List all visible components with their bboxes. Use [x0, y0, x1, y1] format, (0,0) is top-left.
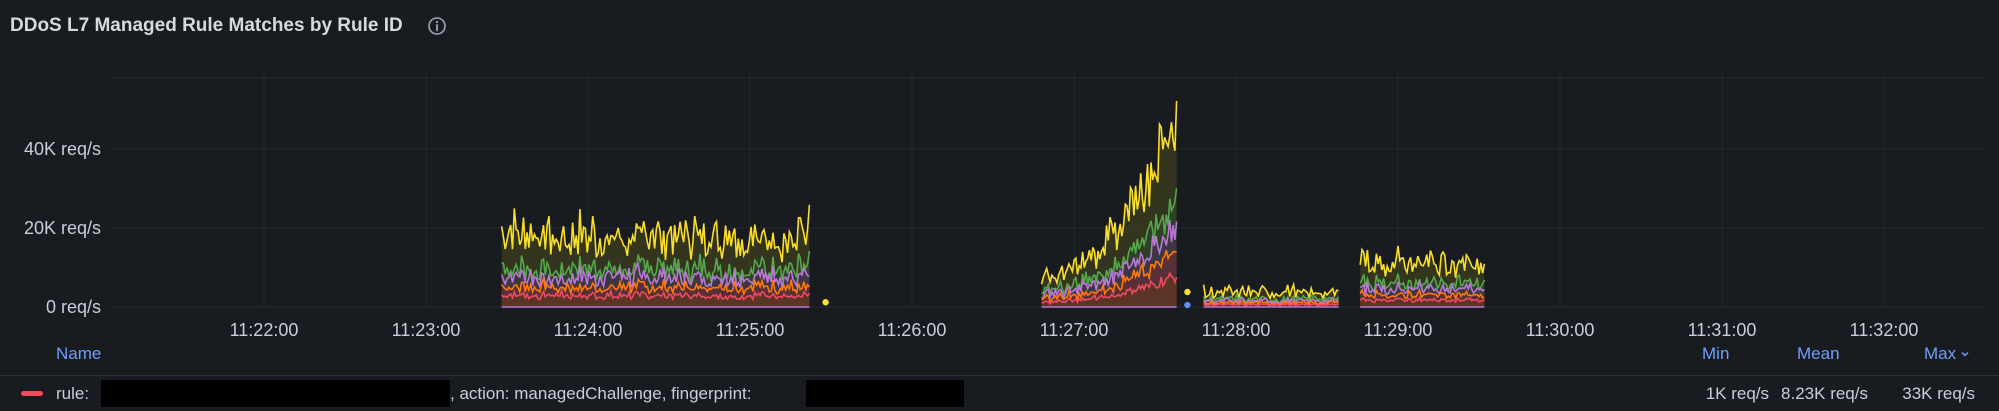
- x-tick-label: 11:23:00: [392, 320, 461, 340]
- legend-stat-min: 1K req/s: [1705, 384, 1769, 403]
- chevron-down-icon: [1960, 344, 1970, 363]
- series-area: [1360, 297, 1485, 307]
- series-line: [500, 204, 811, 263]
- x-tick-label: 11:29:00: [1364, 320, 1433, 340]
- legend-stat-max: 33K req/s: [1902, 384, 1975, 403]
- series-area: [1041, 273, 1177, 307]
- legend-stat-mean: 8.23K req/s: [1781, 384, 1868, 403]
- series-line: [501, 287, 811, 302]
- legend-label-action: , action: managedChallenge, fingerprint:: [450, 384, 752, 403]
- series-line: [1359, 278, 1485, 296]
- legend-header: Name Min Mean Max: [0, 344, 1999, 372]
- time-series-chart[interactable]: 0 req/s 20K req/s 40K req/s 11:22:00 11:23:…: [0, 0, 1999, 340]
- data-point: [1184, 301, 1191, 309]
- y-axis: 0 req/s 20K req/s 40K req/s: [24, 139, 101, 317]
- x-tick-label: 11:28:00: [1202, 320, 1271, 340]
- x-tick-label: 11:31:00: [1688, 320, 1757, 340]
- series-line: [1041, 220, 1178, 301]
- series-line: [1202, 281, 1339, 301]
- series-line: [500, 262, 810, 290]
- legend-series-swatch: [21, 391, 43, 396]
- legend-row[interactable]: rule: , action: managedChallenge, finger…: [0, 378, 1999, 408]
- series-line: [1040, 100, 1178, 286]
- data-point: [822, 299, 829, 306]
- data-point: [1184, 288, 1191, 296]
- series-line: [1359, 245, 1486, 278]
- legend-label-rule: rule:: [56, 384, 90, 403]
- redacted-rule-id: [101, 380, 450, 407]
- chart-series: [500, 100, 1486, 309]
- x-tick-label: 11:27:00: [1040, 320, 1109, 340]
- series-line: [1203, 296, 1339, 306]
- legend-column-mean[interactable]: Mean: [1797, 344, 1840, 363]
- series-area: [501, 290, 810, 307]
- series-line: [1202, 299, 1339, 307]
- series-line: [1041, 271, 1178, 306]
- y-tick-label: 40K req/s: [24, 139, 101, 159]
- series-line: [1203, 302, 1339, 307]
- panel-title: DDoS L7 Managed Rule Matches by Rule ID: [10, 15, 403, 36]
- x-tick-label: 11:30:00: [1526, 320, 1595, 340]
- y-tick-label: 0 req/s: [46, 297, 101, 317]
- series-line: [1359, 288, 1485, 301]
- series-line: [1359, 295, 1485, 304]
- panel-header: DDoS L7 Managed Rule Matches by Rule ID: [10, 10, 447, 42]
- y-tick-label: 20K req/s: [24, 218, 101, 238]
- redacted-fingerprint: [806, 380, 964, 407]
- info-circle-icon[interactable]: [427, 16, 447, 36]
- x-tick-label: 11:32:00: [1850, 320, 1919, 340]
- series-line: [1041, 249, 1177, 304]
- x-tick-label: 11:25:00: [716, 320, 785, 340]
- x-axis: 11:22:00 11:23:00 11:24:00 11:25:00 11:26:00…: [230, 320, 1919, 340]
- x-tick-label: 11:22:00: [230, 320, 299, 340]
- series-line: [501, 275, 811, 297]
- x-tick-label: 11:26:00: [878, 320, 947, 340]
- legend-column-max[interactable]: Max: [1924, 344, 1970, 364]
- series-line: [1359, 273, 1486, 295]
- legend-column-name[interactable]: Name: [56, 344, 102, 363]
- legend-column-min[interactable]: Min: [1702, 344, 1730, 363]
- series-line: [501, 250, 811, 285]
- x-tick-label: 11:24:00: [554, 320, 623, 340]
- legend-column-max-label: Max: [1924, 344, 1957, 363]
- legend-divider: [0, 375, 1999, 376]
